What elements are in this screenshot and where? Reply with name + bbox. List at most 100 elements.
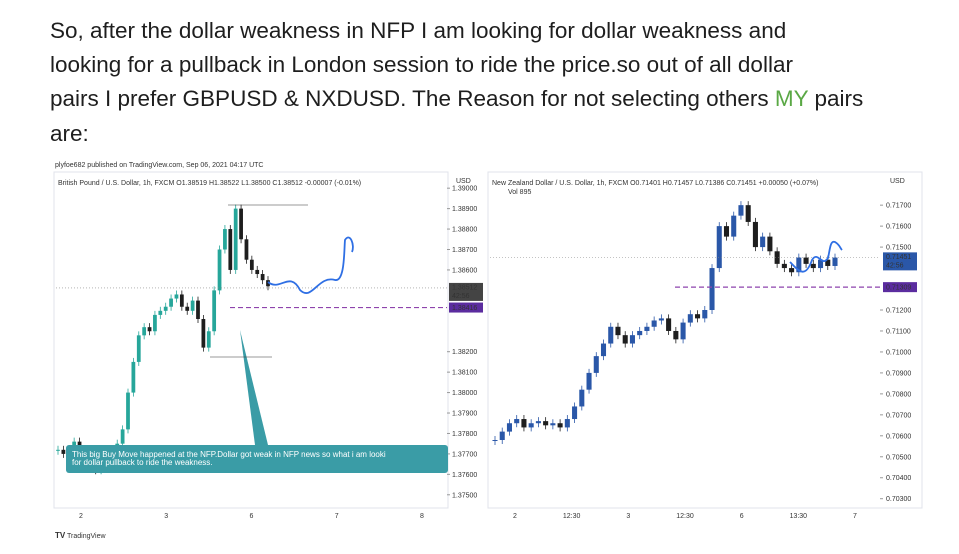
candle bbox=[789, 268, 795, 273]
countdown: 42:56 bbox=[452, 293, 470, 300]
x-tick-label: 13:30 bbox=[790, 513, 808, 520]
paragraph-line: pairs I prefer GBPUSD & NXDUSD. The Reas… bbox=[50, 86, 863, 111]
y-tick-label: 1.37600 bbox=[452, 472, 477, 479]
candle bbox=[535, 421, 541, 424]
candle bbox=[760, 236, 766, 248]
candle bbox=[803, 257, 809, 264]
candle bbox=[142, 327, 147, 336]
price-label: 0.71451 bbox=[886, 254, 911, 261]
candle bbox=[651, 320, 657, 327]
x-tick-label: 6 bbox=[740, 513, 744, 520]
panel bbox=[53, 171, 449, 509]
candle bbox=[147, 327, 152, 332]
candle bbox=[810, 263, 816, 269]
candle bbox=[120, 429, 125, 444]
paragraph-line: are: bbox=[50, 121, 89, 146]
candle bbox=[56, 449, 60, 451]
candle bbox=[266, 280, 270, 287]
candle bbox=[832, 257, 838, 266]
x-tick-label: 7 bbox=[335, 513, 339, 520]
candle bbox=[506, 423, 512, 432]
legend: British Pound / U.S. Dollar, 1h, FXCM O1… bbox=[58, 180, 361, 187]
y-tick-label: 0.70600 bbox=[886, 433, 911, 440]
candle bbox=[680, 322, 686, 340]
candle bbox=[716, 226, 722, 269]
candle bbox=[196, 300, 200, 319]
level-label: 1.38416 bbox=[452, 305, 477, 312]
y-tick-label: 1.38900 bbox=[452, 206, 477, 213]
y-tick-label: 1.37900 bbox=[452, 411, 477, 418]
candle bbox=[666, 318, 672, 331]
candle bbox=[492, 440, 498, 441]
y-tick-label: 1.38000 bbox=[452, 390, 477, 397]
y-tick-label: 1.37700 bbox=[452, 451, 477, 458]
candle bbox=[615, 326, 621, 336]
candle bbox=[608, 326, 614, 344]
candle bbox=[528, 423, 534, 428]
candle bbox=[61, 449, 66, 454]
y-tick-label: 1.38100 bbox=[452, 370, 477, 377]
level-box bbox=[449, 302, 483, 313]
y-tick-label: 0.70800 bbox=[886, 391, 911, 398]
candle bbox=[543, 421, 549, 426]
y-tick-label: 0.71700 bbox=[886, 203, 911, 210]
candle bbox=[223, 229, 227, 250]
volume-label: Vol 895 bbox=[508, 189, 531, 196]
candle bbox=[579, 389, 585, 407]
y-tick-label: 1.38800 bbox=[452, 227, 477, 234]
price-box bbox=[883, 252, 917, 271]
candle bbox=[201, 318, 206, 348]
candle bbox=[163, 306, 168, 311]
callout-pointer bbox=[240, 330, 268, 445]
y-tick-label: 1.38600 bbox=[452, 267, 477, 274]
y-tick-label: 0.70300 bbox=[886, 496, 911, 503]
candle bbox=[190, 300, 195, 311]
level-box bbox=[883, 282, 917, 293]
candle bbox=[255, 269, 260, 275]
text: pairs I prefer GBPUSD & NXDUSD. The Reas… bbox=[50, 86, 775, 111]
level-label: 0.71309 bbox=[886, 285, 911, 292]
y-tick-label: 0.70700 bbox=[886, 412, 911, 419]
candle bbox=[153, 314, 157, 332]
x-tick-label: 6 bbox=[250, 513, 254, 520]
paragraph-line: So, after the dollar weakness in NFP I a… bbox=[50, 18, 786, 43]
projection bbox=[267, 236, 354, 294]
x-tick-label: 2 bbox=[79, 513, 83, 520]
candle bbox=[600, 343, 607, 357]
candle bbox=[673, 330, 679, 340]
candle bbox=[702, 310, 708, 319]
candle bbox=[228, 229, 233, 270]
x-tick-label: 7 bbox=[853, 513, 857, 520]
candle bbox=[174, 294, 179, 299]
x-tick-label: 12:30 bbox=[563, 513, 581, 520]
y-tick-label: 1.37800 bbox=[452, 431, 477, 438]
candle bbox=[260, 274, 265, 281]
candle bbox=[695, 314, 701, 319]
candle bbox=[731, 215, 737, 237]
candle bbox=[658, 318, 664, 321]
candle bbox=[249, 259, 254, 270]
projection bbox=[789, 240, 843, 273]
y-tick-label: 0.71600 bbox=[886, 224, 911, 231]
candle bbox=[126, 392, 130, 430]
candle bbox=[644, 326, 650, 331]
candle bbox=[206, 331, 211, 348]
candle bbox=[752, 221, 758, 248]
candle bbox=[169, 298, 173, 307]
candle bbox=[136, 335, 141, 362]
candle bbox=[738, 205, 744, 216]
candle bbox=[774, 251, 780, 264]
candle bbox=[514, 419, 520, 424]
candle bbox=[709, 268, 715, 310]
candle bbox=[593, 356, 599, 373]
candle bbox=[622, 335, 628, 344]
y-tick-label: 0.71000 bbox=[886, 349, 911, 356]
footer: TradingView bbox=[67, 533, 106, 540]
candle bbox=[825, 259, 831, 266]
candle bbox=[629, 335, 635, 344]
currency: USD bbox=[456, 178, 471, 185]
candle bbox=[796, 257, 802, 273]
publisher: plyfoe682 published on TradingView.com, … bbox=[55, 162, 263, 169]
countdown: 42:56 bbox=[886, 262, 904, 269]
